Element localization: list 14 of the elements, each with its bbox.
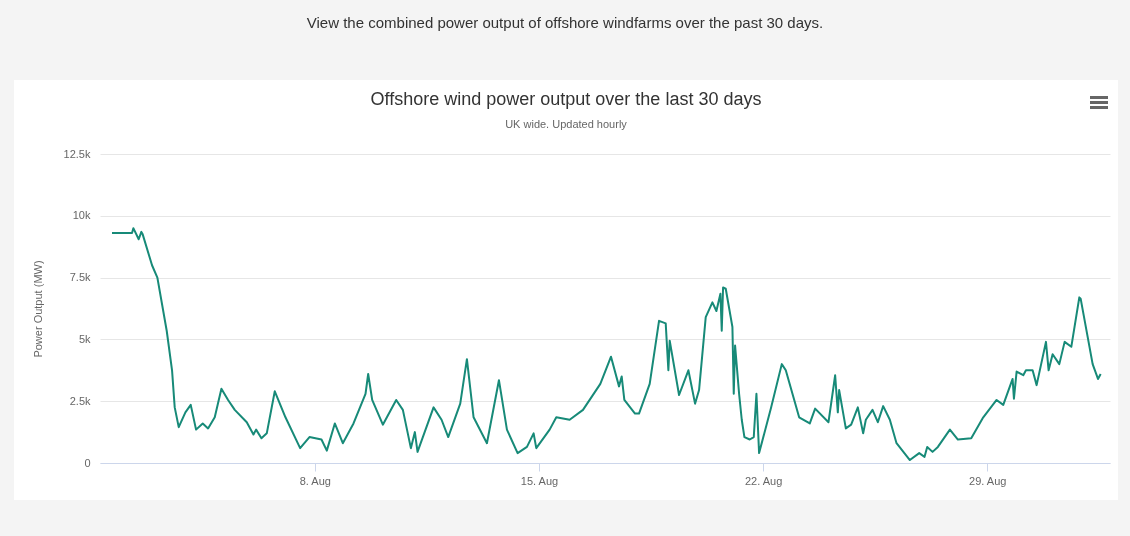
y-axis-title: Power Output (MW) <box>31 260 44 358</box>
x-tick-label: 15. Aug <box>520 474 559 487</box>
x-tick-label: 8. Aug <box>299 474 331 487</box>
chart-subtitle: UK wide. Updated hourly <box>505 118 628 130</box>
chart-title: Offshore wind power output over the last 30 days <box>370 89 762 109</box>
y-tick-label: 10k <box>72 209 91 222</box>
x-tick-label: 22. Aug <box>744 474 783 487</box>
x-tick-label: 29. Aug <box>969 474 1007 487</box>
y-tick-label: 5k <box>78 332 91 345</box>
y-tick-label: 2.5k <box>69 394 91 407</box>
text: View the combined power output of offshore windfarms over the past 30 days. <box>305 14 825 31</box>
y-tick-label: 12.5k <box>63 147 91 160</box>
y-tick-label: 0 <box>84 456 91 469</box>
y-tick-label: 7.5k <box>69 271 91 284</box>
